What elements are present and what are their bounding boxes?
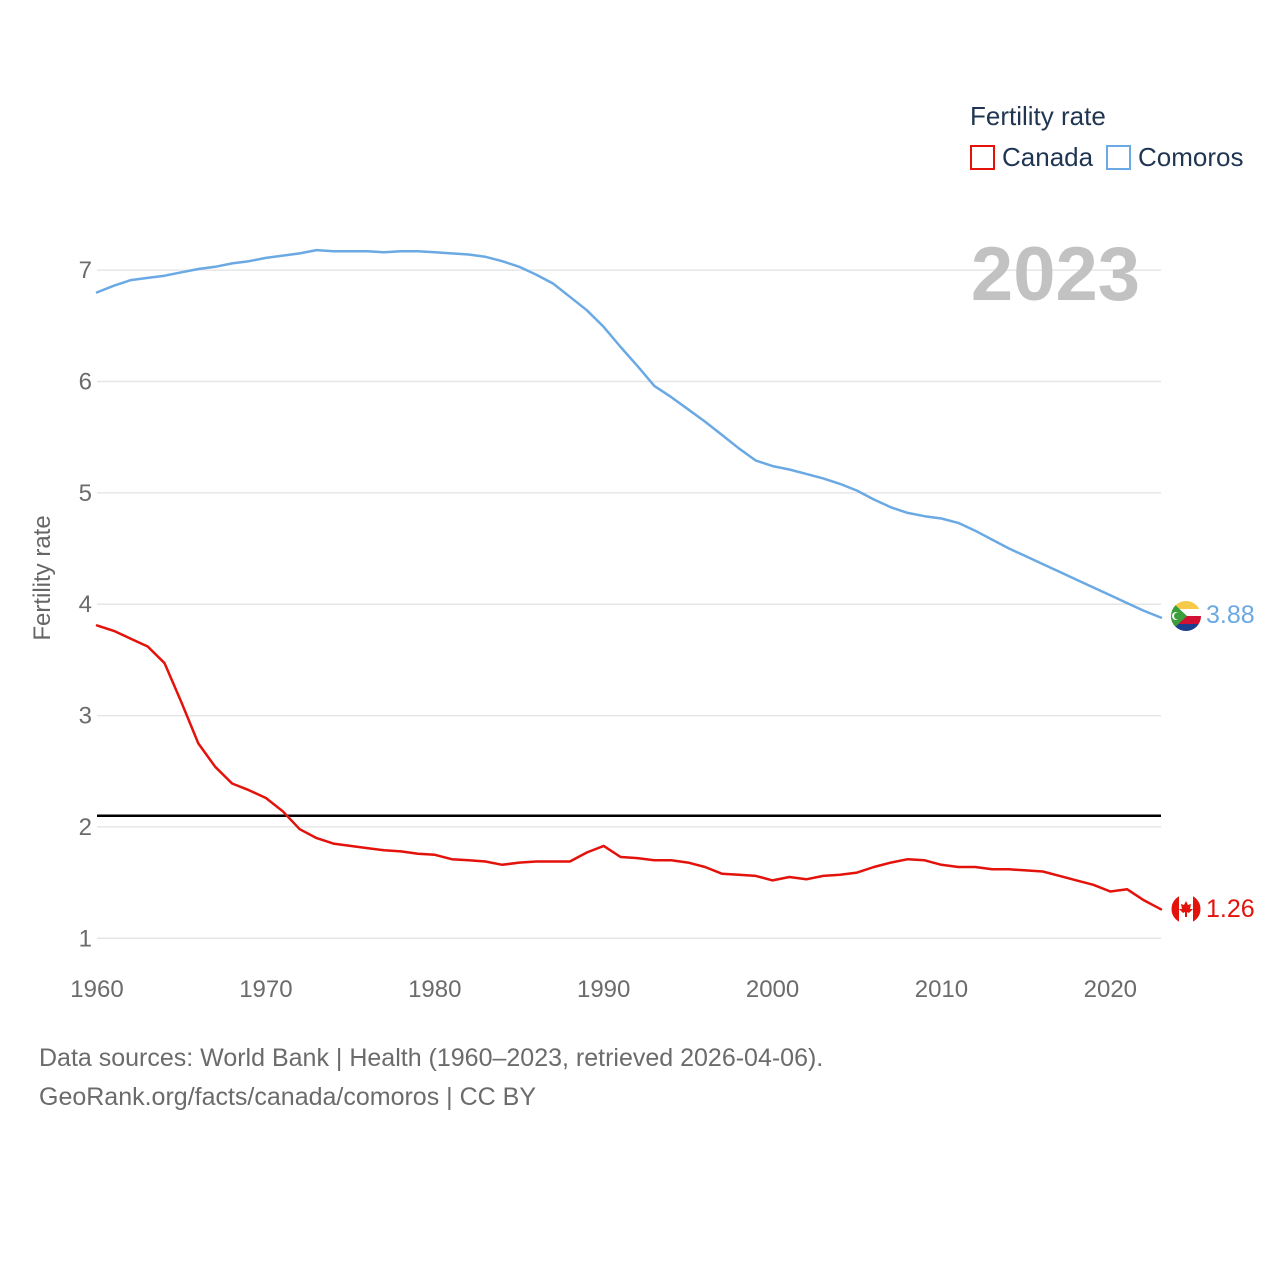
x-tick-label-2000: 2000 (746, 976, 799, 1003)
current-year-label: 2023 (971, 232, 1140, 317)
y-tick-label-3: 3 (79, 703, 92, 730)
canada-flag-border (1170, 893, 1202, 925)
legend-label-comoros[interactable]: Comoros (1138, 142, 1243, 172)
x-tick-label-2020: 2020 (1084, 976, 1137, 1003)
legend-swatch-canada[interactable] (970, 145, 995, 170)
y-axis-title: Fertility rate (29, 515, 56, 640)
footer-source: Data sources: World Bank | Health (1960–… (39, 1044, 824, 1072)
footer-attribution[interactable]: GeoRank.org/facts/canada/comoros | CC BY (39, 1083, 536, 1111)
x-tick-label-1970: 1970 (239, 976, 292, 1003)
y-tick-label-1: 1 (79, 925, 92, 952)
canada-end-value: 1.26 (1206, 895, 1255, 923)
gridlines (97, 269, 1161, 940)
series-line-comoros[interactable] (95, 248, 1163, 619)
fertility-rate-chart: 1 2 3 4 5 6 7 1960 1970 1980 1990 2000 2010 2020 Fer… (29, 101, 1255, 1003)
x-tick-label-1990: 1990 (577, 976, 630, 1003)
y-tick-label-7: 7 (79, 257, 92, 284)
x-tick-label-2010: 2010 (915, 976, 968, 1003)
y-tick-label-4: 4 (79, 591, 92, 618)
y-tick-label-2: 2 (79, 814, 92, 841)
series-lines (95, 248, 1163, 911)
x-tick-label-1980: 1980 (408, 976, 461, 1003)
legend-swatch-comoros[interactable] (1106, 145, 1131, 170)
y-tick-label-5: 5 (79, 480, 92, 507)
legend-label-canada[interactable]: Canada (1002, 142, 1094, 172)
y-axis-ticks: 1 2 3 4 5 6 7 (79, 257, 92, 952)
x-axis-ticks: 1960 1970 1980 1990 2000 2010 2020 (70, 976, 1137, 1003)
comoros-flag-icon (1171, 601, 1201, 631)
x-tick-label-1960: 1960 (70, 976, 123, 1003)
series-line-canada[interactable] (95, 624, 1163, 911)
legend: Fertility rate Canada Comoros (970, 101, 1243, 172)
canada-flag-icon (1171, 894, 1201, 924)
comoros-end-value: 3.88 (1206, 601, 1255, 629)
y-tick-label-6: 6 (79, 368, 92, 395)
legend-title: Fertility rate (970, 101, 1106, 131)
